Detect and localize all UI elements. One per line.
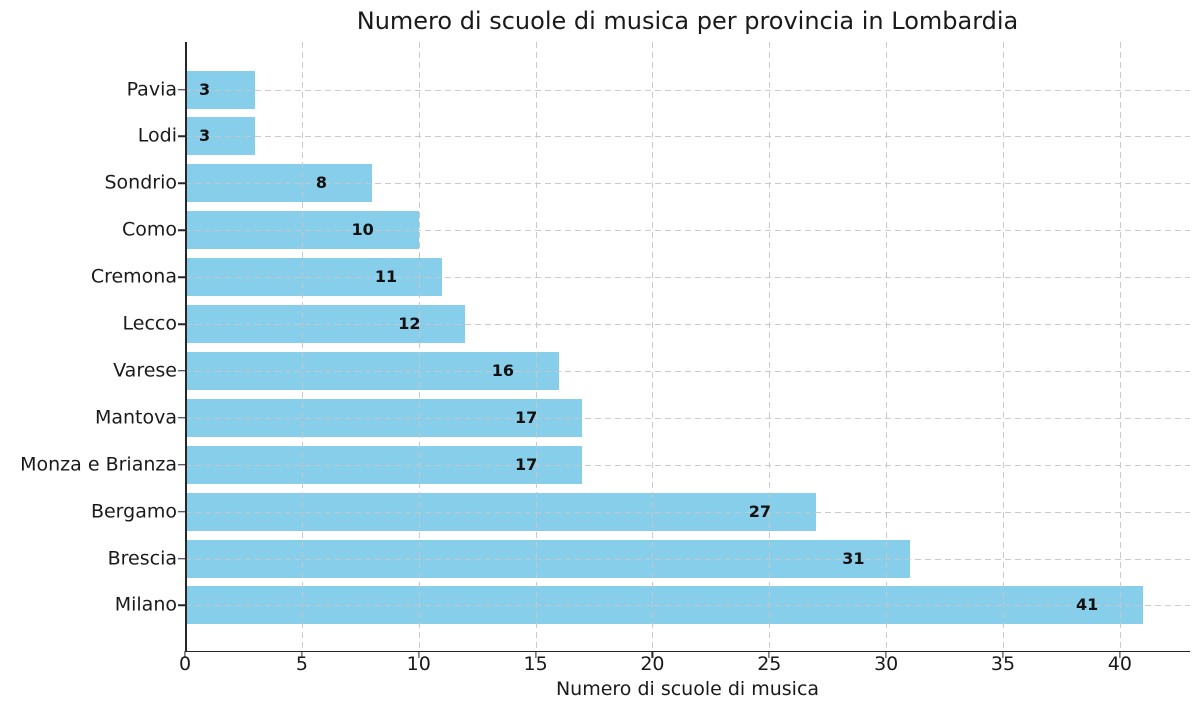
y-tickmark [178,417,185,419]
x-tick-label-5: 5 [295,653,308,675]
v-gridline [301,42,303,651]
v-gridline [1119,42,1121,651]
x-tick-label-10: 10 [406,653,431,675]
y-tickmark [178,135,185,138]
bar-value-label: 11 [374,267,398,287]
h-gridline [185,558,1190,560]
y-tick-label-pavia: Pavia [126,78,177,101]
x-tick-labels: 0 5 10 15 20 25 30 35 40 [179,653,1190,681]
h-gridline [185,417,1190,419]
v-gridline [886,42,888,651]
x-tick-label-15: 15 [523,653,548,675]
h-gridline [185,370,1190,372]
y-tickmarks-layer [178,42,1190,651]
v-gridline [1003,42,1005,651]
y-tick-label-bergamo: Bergamo [90,500,177,523]
y-tick-label-monza-e-brianza: Monza e Brianza [20,453,177,476]
h-gridline [185,464,1190,466]
y-tickmark [178,323,185,325]
bar-value-label: 16 [491,360,514,380]
y-tick-labels: Pavia Lodi Sondrio Como Cremona Lecco Varese Ma… [0,42,177,651]
bar-value-label: 17 [515,454,538,474]
h-gridline [185,277,1190,279]
x-tickmark [768,651,770,658]
x-tick-label-40: 40 [1107,653,1132,675]
x-tickmark [651,651,654,658]
y-tickmark [178,88,185,91]
h-gridline [185,230,1190,232]
y-tickmark [178,510,185,513]
y-tickmark [178,370,185,372]
x-tickmark [1119,651,1121,658]
x-tick-label-25: 25 [757,653,782,675]
x-tickmark [534,651,537,658]
v-gridline [652,42,654,651]
v-gridline [769,42,771,651]
x-tickmark [418,651,420,658]
v-gridline [535,42,537,651]
grid-layer [185,42,1190,651]
x-tick-label-0: 0 [178,653,192,675]
chart-title: Numero di scuole di musica per provincia… [356,7,1019,35]
plot-area: 3 3 8 10 11 12 16 17 17 27 31 41 [178,42,1190,658]
y-tickmark [178,229,185,231]
v-gridline [418,42,420,651]
y-tickmark [178,182,185,185]
y-tickmark [178,276,185,278]
y-tickmark [178,463,185,466]
h-gridline [185,89,1190,91]
h-gridline [185,324,1190,325]
bar-value-label: 41 [1075,595,1099,615]
x-axis-line [185,650,1190,652]
value-labels-layer: 3 3 8 10 11 12 16 17 17 27 31 41 [185,42,1190,651]
h-gridline [185,511,1190,513]
bar-value-label: 3 [198,126,211,146]
y-tick-label-brescia: Brescia [107,547,177,570]
y-tick-label-milano: Milano [114,593,177,616]
h-gridline [185,605,1190,607]
y-tickmark [178,557,185,560]
h-gridline [185,136,1190,138]
bar-value-label: 31 [842,548,865,568]
y-tick-label-como: Como [121,218,177,241]
y-tick-label-cremona: Cremona [90,265,177,288]
bar-value-label: 3 [198,79,211,99]
h-gridline [185,183,1190,185]
y-tick-label-lodi: Lodi [137,124,177,147]
x-tickmark [885,651,887,658]
bar-value-label: 27 [748,501,772,521]
y-axis-line [185,42,187,651]
bar-value-label: 8 [315,173,327,193]
x-tick-label-35: 35 [990,653,1016,675]
bar-value-label: 10 [351,220,374,240]
y-tick-label-lecco: Lecco [122,312,177,335]
x-tick-label-30: 30 [874,653,899,675]
bar-value-label: 12 [398,314,421,333]
y-tick-label-varese: Varese [113,359,177,382]
x-tick-label-20: 20 [640,653,665,675]
x-tickmark [1002,651,1004,658]
x-tickmarks-layer [184,42,1190,658]
y-tick-label-sondrio: Sondrio [104,171,177,194]
bar-value-label: 17 [515,407,538,427]
y-tickmark [178,604,185,607]
x-tickmark [301,651,303,658]
y-tick-label-mantova: Mantova [94,406,177,429]
x-tickmark [184,651,186,658]
x-axis-title: Numero di scuole di musica [555,678,820,700]
